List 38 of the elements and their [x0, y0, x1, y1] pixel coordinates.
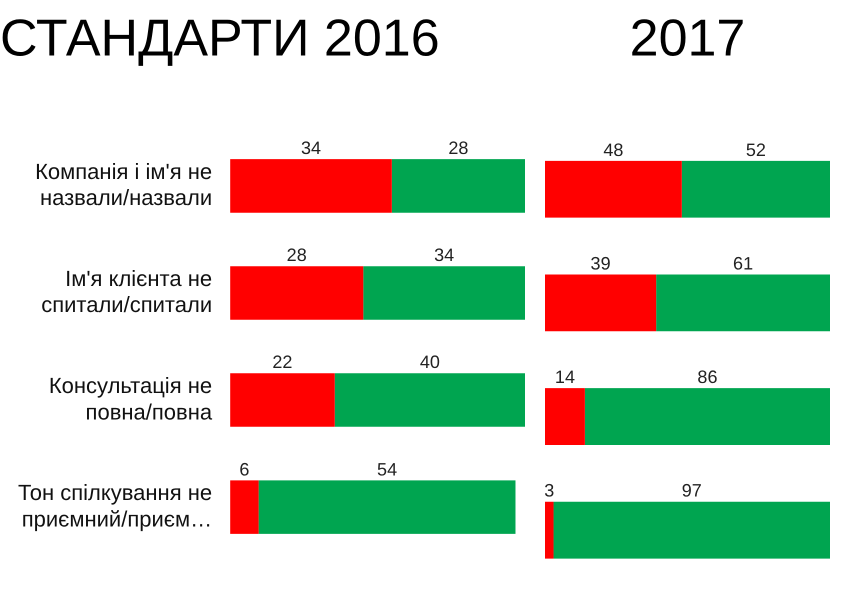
data-label: 34	[434, 245, 454, 266]
bar	[682, 160, 830, 218]
bar	[554, 502, 830, 559]
data-label: 61	[733, 253, 754, 274]
bar	[258, 480, 516, 534]
data-label: 52	[746, 140, 766, 160]
data-label: 48	[603, 140, 624, 160]
data-label: 34	[300, 138, 321, 158]
bar	[230, 159, 392, 213]
data-label: 39	[590, 253, 611, 274]
bar	[545, 274, 656, 332]
data-label: 28	[448, 138, 468, 158]
bar	[230, 373, 335, 427]
data-label: 3	[544, 480, 554, 501]
bar	[392, 159, 525, 213]
data-label: 54	[377, 459, 398, 480]
data-label: 97	[682, 480, 702, 501]
bar	[584, 388, 830, 445]
bar	[230, 266, 364, 320]
chart-title: СТАНДАРТИ 2016	[0, 10, 440, 68]
bar	[230, 480, 259, 534]
data-label: 22	[272, 352, 292, 372]
data-label: 14	[554, 367, 575, 388]
bar	[656, 274, 830, 332]
y-tick-label: Консультація не повна/повна	[48, 372, 213, 424]
data-label: 28	[286, 245, 307, 266]
bar	[545, 388, 585, 445]
bar	[545, 502, 554, 559]
y-tick-label: Ім'я клієнта не спитали/спитали	[41, 266, 212, 318]
bar	[334, 373, 525, 427]
y-tick-label: Компанія і ім'я не назвали/назвали	[35, 158, 212, 210]
data-label: 40	[420, 352, 440, 372]
y-tick-label: Тон спілкування не приємний/приєм…	[18, 480, 212, 532]
data-label: 6	[239, 459, 250, 480]
chart-title: 2017	[630, 10, 746, 68]
data-label: 86	[697, 367, 718, 388]
bar	[363, 266, 525, 320]
bar	[545, 160, 682, 218]
